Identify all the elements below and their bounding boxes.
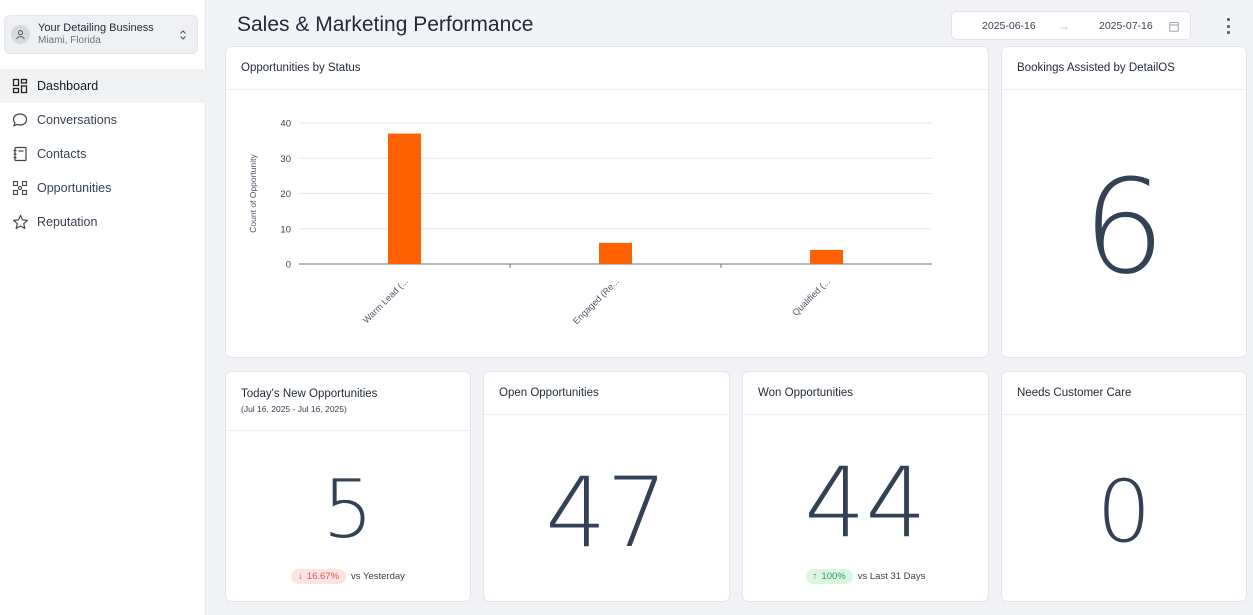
card-title: Open Opportunities xyxy=(484,372,729,415)
change-value: 16.67% xyxy=(306,571,340,582)
page-title: Sales & Marketing Performance xyxy=(237,13,534,36)
sidebar-item-label: Contacts xyxy=(37,147,87,161)
x-tick-label: Engaged (Re... xyxy=(571,276,621,326)
date-start[interactable]: 2025-06-16 xyxy=(982,19,1036,32)
open-opportunities-value: 47 xyxy=(545,457,668,569)
more-options-icon[interactable] xyxy=(1222,18,1234,34)
opportunities-bar-chart: 0 10 20 30 40 Count of Opportunity Warm Lead (… xyxy=(248,119,932,326)
y-tick-label: 10 xyxy=(280,224,291,235)
comparison-label: vs Last 31 Days xyxy=(857,571,926,582)
dashboard-icon xyxy=(11,77,29,95)
contacts-book-icon xyxy=(11,145,29,163)
x-tick-label: Qualified (... xyxy=(791,276,832,317)
open-opportunities-card: Open Opportunities 47 xyxy=(483,371,730,602)
sidebar: Your Detailing Business Miami, Florida D… xyxy=(0,0,206,615)
date-end[interactable]: 2025-07-16 xyxy=(1099,19,1153,32)
card-subtitle: (Jul 16, 2025 - Jul 16, 2025) xyxy=(241,404,347,414)
card-title: Today's New Opportunities xyxy=(241,388,378,400)
y-tick-label: 20 xyxy=(280,189,291,200)
business-location: Miami, Florida xyxy=(38,35,101,46)
bar-2 xyxy=(599,242,632,264)
business-switcher[interactable]: Your Detailing Business Miami, Florida xyxy=(4,15,198,54)
arrow-up-icon: ↑ xyxy=(812,571,818,582)
opportunities-by-status-card: Opportunities by Status 0 10 20 30 40 Count o… xyxy=(225,46,989,358)
change-badge: ↓ 16.67% xyxy=(291,569,347,584)
won-opportunities-value: 44 xyxy=(804,447,927,559)
new-opportunities-value: 5 xyxy=(322,463,374,556)
sidebar-item-label: Conversations xyxy=(37,113,117,127)
arrow-right-icon: → xyxy=(1058,18,1070,33)
bar-1 xyxy=(388,133,421,264)
card-title: Needs Customer Care xyxy=(1002,372,1246,415)
change-badge: ↑ 100% xyxy=(805,569,853,584)
date-range-picker[interactable]: 2025-06-16 → 2025-07-16 xyxy=(951,11,1191,40)
needs-customer-care-card: Needs Customer Care 0 xyxy=(1001,371,1247,602)
arrow-down-icon: ↓ xyxy=(298,571,303,582)
opportunities-icon xyxy=(11,179,29,197)
needs-customer-care-value: 0 xyxy=(1096,462,1152,562)
bookings-assisted-value: 6 xyxy=(1082,151,1166,303)
comparison-label: vs Yesterday xyxy=(351,571,405,582)
sidebar-item-contacts[interactable]: Contacts xyxy=(0,137,206,171)
sidebar-item-label: Opportunities xyxy=(37,181,112,195)
card-header: Today's New Opportunities (Jul 16, 2025 … xyxy=(226,372,470,431)
card-title: Opportunities by Status xyxy=(226,47,988,90)
chat-bubble-icon xyxy=(11,111,29,129)
todays-new-opportunities-card: Today's New Opportunities (Jul 16, 2025 … xyxy=(225,371,471,602)
sidebar-item-dashboard[interactable]: Dashboard xyxy=(0,69,206,103)
sidebar-item-label: Dashboard xyxy=(37,79,99,93)
change-indicator: ↓ 16.67% vs Yesterday xyxy=(226,569,470,584)
bookings-assisted-card: Bookings Assisted by DetailOS 6 xyxy=(1001,46,1247,358)
star-icon xyxy=(11,213,29,231)
bar-3 xyxy=(810,249,843,264)
x-tick-label: Warm Lead (... xyxy=(361,276,410,325)
y-tick-label: 30 xyxy=(280,154,291,165)
won-opportunities-card: Won Opportunities 44 ↑ 100% vs Last 31 D… xyxy=(742,371,989,602)
sidebar-item-opportunities[interactable]: Opportunities xyxy=(0,171,206,205)
y-tick-label: 0 xyxy=(286,260,291,271)
business-avatar-icon xyxy=(11,25,30,44)
business-name: Your Detailing Business xyxy=(38,22,154,34)
chevron-up-down-icon xyxy=(176,29,190,41)
sidebar-item-label: Reputation xyxy=(37,215,98,229)
card-title: Bookings Assisted by DetailOS xyxy=(1002,47,1246,90)
change-indicator: ↑ 100% vs Last 31 Days xyxy=(743,569,988,584)
calendar-icon[interactable] xyxy=(1169,21,1179,35)
y-axis-label: Count of Opportunity xyxy=(248,154,258,233)
sidebar-item-conversations[interactable]: Conversations xyxy=(0,103,206,137)
y-tick-label: 40 xyxy=(280,119,291,130)
card-title: Won Opportunities xyxy=(743,372,988,415)
business-info: Your Detailing Business Miami, Florida xyxy=(38,22,176,47)
sidebar-nav: Dashboard Conversations Contacts Opportu… xyxy=(0,69,206,239)
change-value: 100% xyxy=(821,571,846,582)
sidebar-item-reputation[interactable]: Reputation xyxy=(0,205,206,239)
